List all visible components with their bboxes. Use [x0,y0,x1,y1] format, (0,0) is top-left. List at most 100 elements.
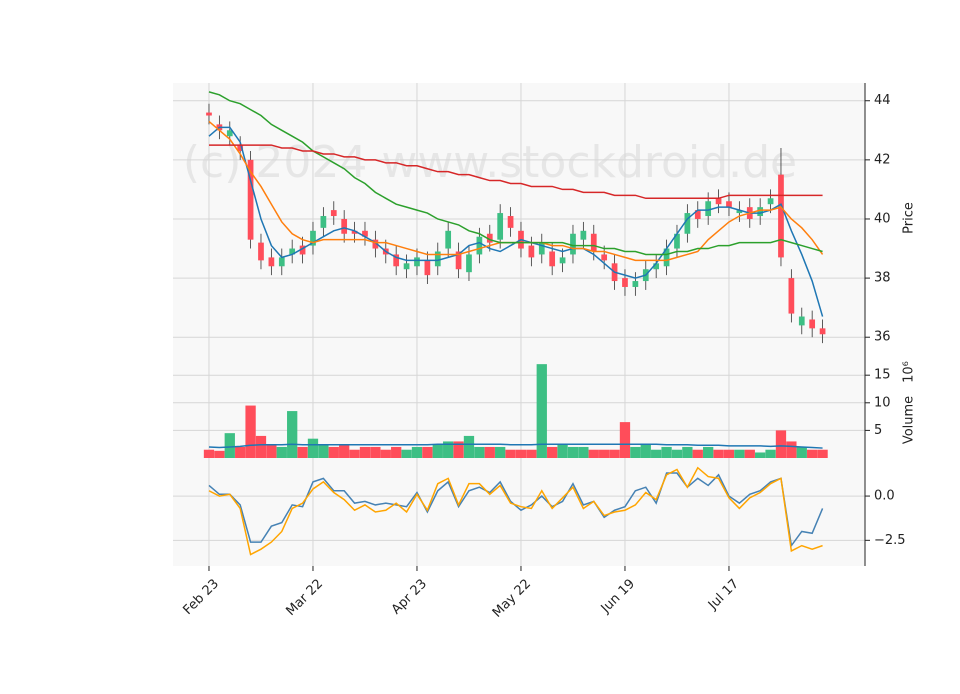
moving-average [208,144,823,200]
volume-bar [609,449,620,458]
candle-body [486,233,493,243]
volume-bar [547,446,558,458]
candle-body [351,230,358,234]
volume-bar [775,430,787,458]
volume-bar [671,449,683,458]
volume-tick-label: 10 [874,395,891,410]
volume-bar [214,450,225,458]
volume-bar [619,422,631,458]
volume-bar [463,435,475,458]
volume-bar [380,449,391,458]
candle-body [684,213,691,234]
volume-bar [443,441,454,458]
volume-panel [173,352,865,458]
candle-body [476,236,483,255]
volume-bar [203,449,215,458]
volume-bar [287,411,298,458]
volume-bar [744,449,755,458]
volume-bar [796,446,807,458]
volume-bar [817,449,828,458]
volume-bar [755,452,766,458]
price-tick-label: 42 [874,152,891,167]
oscillator-line [208,466,823,556]
candle-body [434,251,441,267]
candle-body [705,201,712,217]
price-tick-label: 44 [874,93,891,108]
volume-bar [297,446,308,458]
volume-axis-label: Volume [902,396,917,444]
volume-bar [349,449,360,458]
volume-bar [432,444,443,458]
candle-body [622,278,628,287]
candle-body [674,233,680,249]
volume-bar [630,446,641,458]
candle-body [507,216,514,228]
x-tick-label: Jun 19 [598,576,638,616]
candle-body [278,257,285,267]
volume-average [208,443,823,449]
volume-bar [786,441,797,458]
volume-bar [765,449,776,458]
oscillator-tick-label: 0.0 [874,489,895,504]
candle-body [455,251,462,270]
volume-bar [640,444,651,458]
watermark: (c) 2024 www.stockdroid.de [183,137,797,188]
candle-body [632,281,639,287]
volume-bar [328,446,339,458]
x-tick-label: Apr 23 [389,576,430,617]
volume-bar [526,449,537,458]
volume-bar [359,446,371,458]
candle-body [226,130,233,137]
candle-body [237,145,244,151]
candle-body [403,263,410,270]
candle-body [601,254,608,261]
volume-bar [276,446,287,458]
price-tick-label: 40 [874,211,891,226]
candle-body [736,210,743,214]
candle-body [414,257,420,267]
candle-body [715,198,722,205]
candle-body [362,230,368,237]
candle-body [788,278,795,314]
volume-bar [484,446,495,458]
oscillator-panel [173,458,865,566]
volume-bar [515,449,527,458]
candle-body [320,216,327,228]
volume-bar [682,446,693,458]
volume-bar [734,449,745,458]
candle-body [341,218,348,234]
moving-average [208,91,823,256]
candle-body [247,159,254,240]
volume-bar [599,449,610,458]
volume-bar [588,449,599,458]
volume-tick-label: 15 [874,368,891,383]
volume-bar [266,444,277,458]
x-tick-label: Mar 22 [283,576,326,619]
candle-body [549,251,556,267]
volume-exponent: 10⁶ [902,361,917,383]
volume-bar [567,446,579,458]
candle-body [299,245,306,255]
volume-bar [235,446,246,458]
volume-bar [661,446,672,458]
candle-body [538,242,545,255]
candle-body [590,233,597,252]
oscillator-tick-label: −2.5 [874,533,906,548]
volume-bar [474,446,485,458]
candle-body [330,210,337,217]
candle-body [559,257,566,264]
x-tick-label: May 22 [490,576,534,620]
candle-body [372,239,379,249]
volume-bar [807,449,818,458]
candle-body [819,328,826,335]
candle-body [767,198,774,205]
volume-bar [391,446,402,458]
volume-bar [723,449,735,458]
candle-body [757,207,764,217]
candle-body [528,245,535,258]
price-panel [173,83,865,352]
candle-body [809,319,816,329]
candle-body [393,254,400,267]
candle-body [570,233,576,255]
